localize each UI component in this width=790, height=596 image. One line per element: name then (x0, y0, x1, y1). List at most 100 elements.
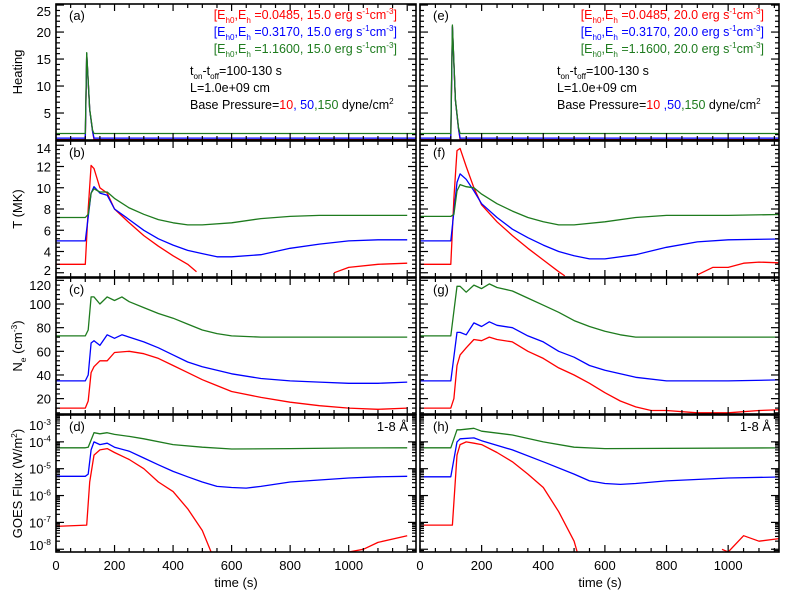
y-tick-label: 12 (37, 160, 51, 175)
sup-text: -3 (9, 324, 19, 332)
series-line-2 (56, 334, 408, 384)
x-axis-label-left: time (s) (214, 575, 257, 590)
text-run: ] (394, 42, 397, 56)
text-run: [E (214, 8, 226, 22)
panel-g: (g) (419, 277, 780, 415)
sub-text: h (246, 16, 251, 25)
text-run: 60 (37, 344, 51, 359)
x-tick-label: 400 (532, 558, 554, 573)
text-run: T (MK) (10, 189, 25, 228)
panel-frame (55, 3, 417, 141)
legend-entry: [Eh0,Eh =1.1600, 20.0 erg s-1cm-3] (581, 41, 764, 59)
text-run: ] (394, 25, 397, 39)
panel-label: (b) (69, 145, 85, 160)
sup-text: -1 (362, 24, 370, 33)
legend-entry: [Eh0,Eh =0.0485, 15.0 erg s-1cm-3] (214, 7, 397, 25)
sup-text: 2 (9, 433, 19, 438)
sub-text: h (613, 16, 618, 25)
text-run: GOES Flux (W/m (10, 438, 25, 538)
text-run: 25 (37, 4, 51, 19)
y-tick-label: 14 (37, 141, 51, 156)
y-tick-label: 20 (37, 392, 51, 407)
text-run: [E (214, 25, 226, 39)
sub-text: h (246, 33, 251, 42)
length-text: L=1.0e+09 cm (190, 81, 270, 95)
sup-text: -8 (43, 537, 51, 547)
sub-text: h0 (226, 16, 236, 25)
pressure-text: Base Pressure=10 ,50,150 dyne/cm2 (557, 97, 761, 112)
sup-text: -4 (43, 434, 51, 444)
series-line-3 (420, 183, 779, 226)
text-run: ] (761, 25, 764, 39)
text-run: cm (370, 25, 387, 39)
panel-b: 2 4 6 8 10 12 14 T (MK) (b) (10, 140, 417, 278)
sup-text: -3 (753, 41, 761, 50)
panel-f: (f) (419, 140, 780, 278)
text-run: 10 (37, 79, 51, 94)
y-tick-label: 10 (37, 79, 51, 94)
panel-label: (f) (433, 145, 445, 160)
y-tick-label: 60 (37, 344, 51, 359)
sup-text: -3 (386, 7, 394, 16)
series-line-1 (420, 147, 779, 277)
band-annotation: 1-8 Å (377, 419, 408, 434)
text-run: cm (737, 42, 754, 56)
text-run: dyne/cm (338, 98, 389, 112)
panel-frame (419, 277, 780, 415)
y-axis-label: GOES Flux (W/m2) (9, 429, 25, 538)
pressure-value: ,50 (660, 98, 681, 112)
text-run: ,E (602, 25, 614, 39)
sub-text: h0 (226, 33, 236, 42)
text-run: =0.3170, 20.0 erg s (618, 25, 730, 39)
x-axis-label-right: time (s) (578, 575, 621, 590)
legend-entry: [Eh0,Eh =0.0485, 20.0 erg s-1cm-3] (581, 7, 764, 25)
x-tick-label: 200 (471, 558, 493, 573)
text-run: =0.0485, 20.0 erg s (618, 8, 730, 22)
series-line-3 (420, 427, 779, 450)
text-run: ] (761, 8, 764, 22)
text-run: ,E (602, 8, 614, 22)
text-run: 10 (37, 181, 51, 196)
text-run: ,E (602, 42, 614, 56)
y-tick-label: 10-7 (29, 514, 51, 530)
panel-label: (c) (69, 282, 84, 297)
x-tick-label: 200 (104, 558, 126, 573)
text-run: ,E (235, 8, 247, 22)
text-run: 10 (29, 489, 43, 504)
text-run: cm (737, 25, 754, 39)
x-tick-label: 800 (656, 558, 678, 573)
y-tick-label: 10-4 (29, 434, 51, 450)
series-line-1 (56, 447, 408, 552)
panel-label: (d) (69, 419, 85, 434)
text-run: cm (370, 8, 387, 22)
panel-frame (419, 140, 780, 278)
text-run: 10 (29, 515, 43, 530)
text-run: 10 (29, 435, 43, 450)
sup-text: -1 (362, 7, 370, 16)
sub-text: h (613, 50, 618, 59)
pressure-value: ,150 (681, 98, 705, 112)
series-line-3 (56, 432, 408, 450)
legend-entry: [Eh0,Eh =0.3170, 20.0 erg s-1cm-3] (581, 24, 764, 42)
y-tick-label: 2 (44, 263, 51, 278)
text-run: t (190, 64, 194, 78)
text-run: ) (10, 320, 25, 324)
sup-text: -1 (362, 41, 370, 50)
text-run: [E (581, 8, 593, 22)
text-run: 6 (44, 223, 51, 238)
text-run: =100-130 s (219, 64, 282, 78)
legend-right: [Eh0,Eh =0.0485, 20.0 erg s-1cm-3][Eh0,E… (557, 7, 764, 112)
sup-text: 2 (756, 97, 761, 106)
text-run: 10 (29, 538, 43, 553)
text-run: 20 (37, 392, 51, 407)
x-tick-label: 600 (594, 558, 616, 573)
sub-text: h (613, 33, 618, 42)
sub-text: h0 (593, 16, 603, 25)
series-line-2 (420, 173, 779, 260)
series-line-2 (420, 321, 779, 382)
y-tick-label: 40 (37, 368, 51, 383)
text-run: dyne/cm (705, 98, 756, 112)
legend-entry: [Eh0,Eh =0.3170, 15.0 erg s-1cm-3] (214, 24, 397, 42)
